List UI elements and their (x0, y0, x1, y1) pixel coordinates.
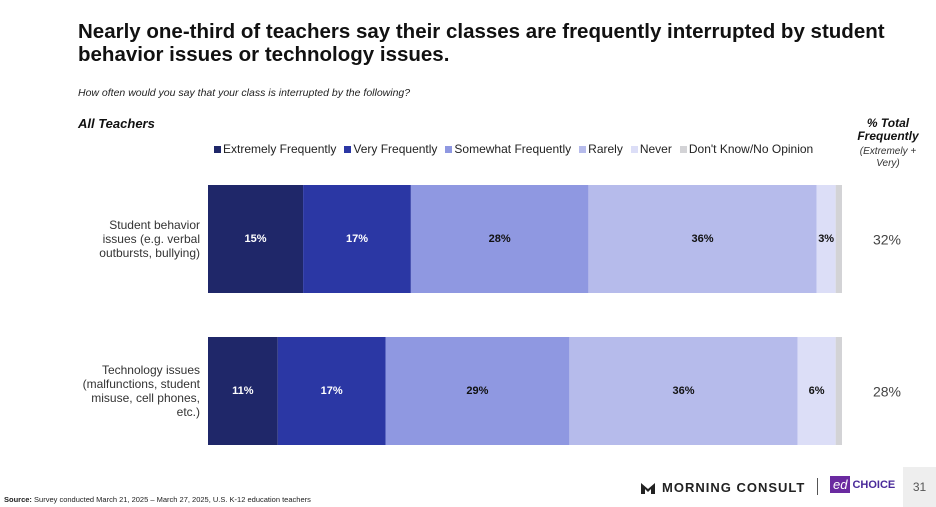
bar-segment (797, 337, 836, 445)
total-label: 32% (873, 232, 901, 248)
legend-item: Very Frequently (344, 142, 437, 156)
mc-icon (641, 482, 655, 494)
bar-segment (385, 337, 570, 445)
data-label: 11% (232, 385, 254, 397)
group-label: All Teachers (78, 116, 155, 131)
legend-swatch (679, 145, 687, 153)
legend-label: Don't Know/No Opinion (688, 142, 814, 156)
bar-segment (835, 337, 842, 445)
legend-label: Somewhat Frequently (454, 142, 572, 156)
data-label: 17% (321, 385, 343, 397)
total-label: 28% (873, 384, 901, 400)
legend-label: Very Frequently (353, 142, 438, 156)
data-label: 17% (346, 233, 368, 245)
category-label: Technology issues (malfunctions, student… (82, 363, 200, 419)
bar-segment (835, 185, 842, 293)
bar-segment (277, 337, 386, 445)
bar-segment (208, 337, 278, 445)
ed-text: ed (830, 476, 851, 493)
legend-swatch (214, 145, 221, 153)
bar-segment (303, 185, 411, 293)
category-label: Student behavior issues (e.g. verbal out… (99, 218, 200, 260)
bar-segment (208, 185, 304, 293)
source-label: Source: (4, 495, 32, 504)
totals-subheader: (Extremely + Very) (859, 146, 917, 169)
legend-item: Don't Know/No Opinion (679, 142, 814, 156)
legend-item: Extremely Frequently (214, 142, 336, 156)
legend: Extremely Frequently Very Frequently Somew… (214, 142, 813, 156)
totals-header: % Total Frequently (857, 116, 919, 143)
data-label: 6% (809, 385, 825, 397)
data-label: 36% (692, 233, 714, 245)
legend-swatch (579, 145, 587, 153)
choice-text: CHOICE (852, 478, 896, 491)
divider (817, 478, 818, 495)
data-label: 28% (489, 233, 511, 245)
data-label: 3% (818, 233, 834, 245)
legend-swatch (344, 145, 352, 153)
mc-text: MORNING CONSULT (662, 480, 806, 495)
legend-label: Extremely Frequently (223, 142, 337, 156)
subtitle: How often would you say that your class … (78, 87, 411, 99)
data-label: 15% (245, 233, 267, 245)
logo-morning-consult: MORNING CONSULT (640, 480, 805, 495)
legend-label: Rarely (588, 142, 623, 156)
legend-item: Somewhat Frequently (445, 142, 571, 156)
legend-item: Never (630, 142, 672, 156)
source-text: Survey conducted March 21, 2025 – March … (34, 495, 311, 504)
logo-edchoice: ed CHOICE (830, 476, 895, 493)
legend-label: Never (639, 142, 672, 156)
legend-swatch (630, 145, 638, 153)
source: Source: Survey conducted March 21, 2025 … (4, 495, 311, 504)
title: Nearly one-third of teachers say their c… (78, 20, 885, 66)
legend-item: Rarely (579, 142, 623, 156)
bar-segment (410, 185, 589, 293)
data-label: 36% (672, 385, 694, 397)
page-number: 31 (903, 467, 936, 507)
legend-swatch (445, 145, 453, 153)
bar-segment (816, 185, 836, 293)
bar-segment (569, 337, 798, 445)
bar-segment (588, 185, 817, 293)
data-label: 29% (466, 385, 488, 397)
